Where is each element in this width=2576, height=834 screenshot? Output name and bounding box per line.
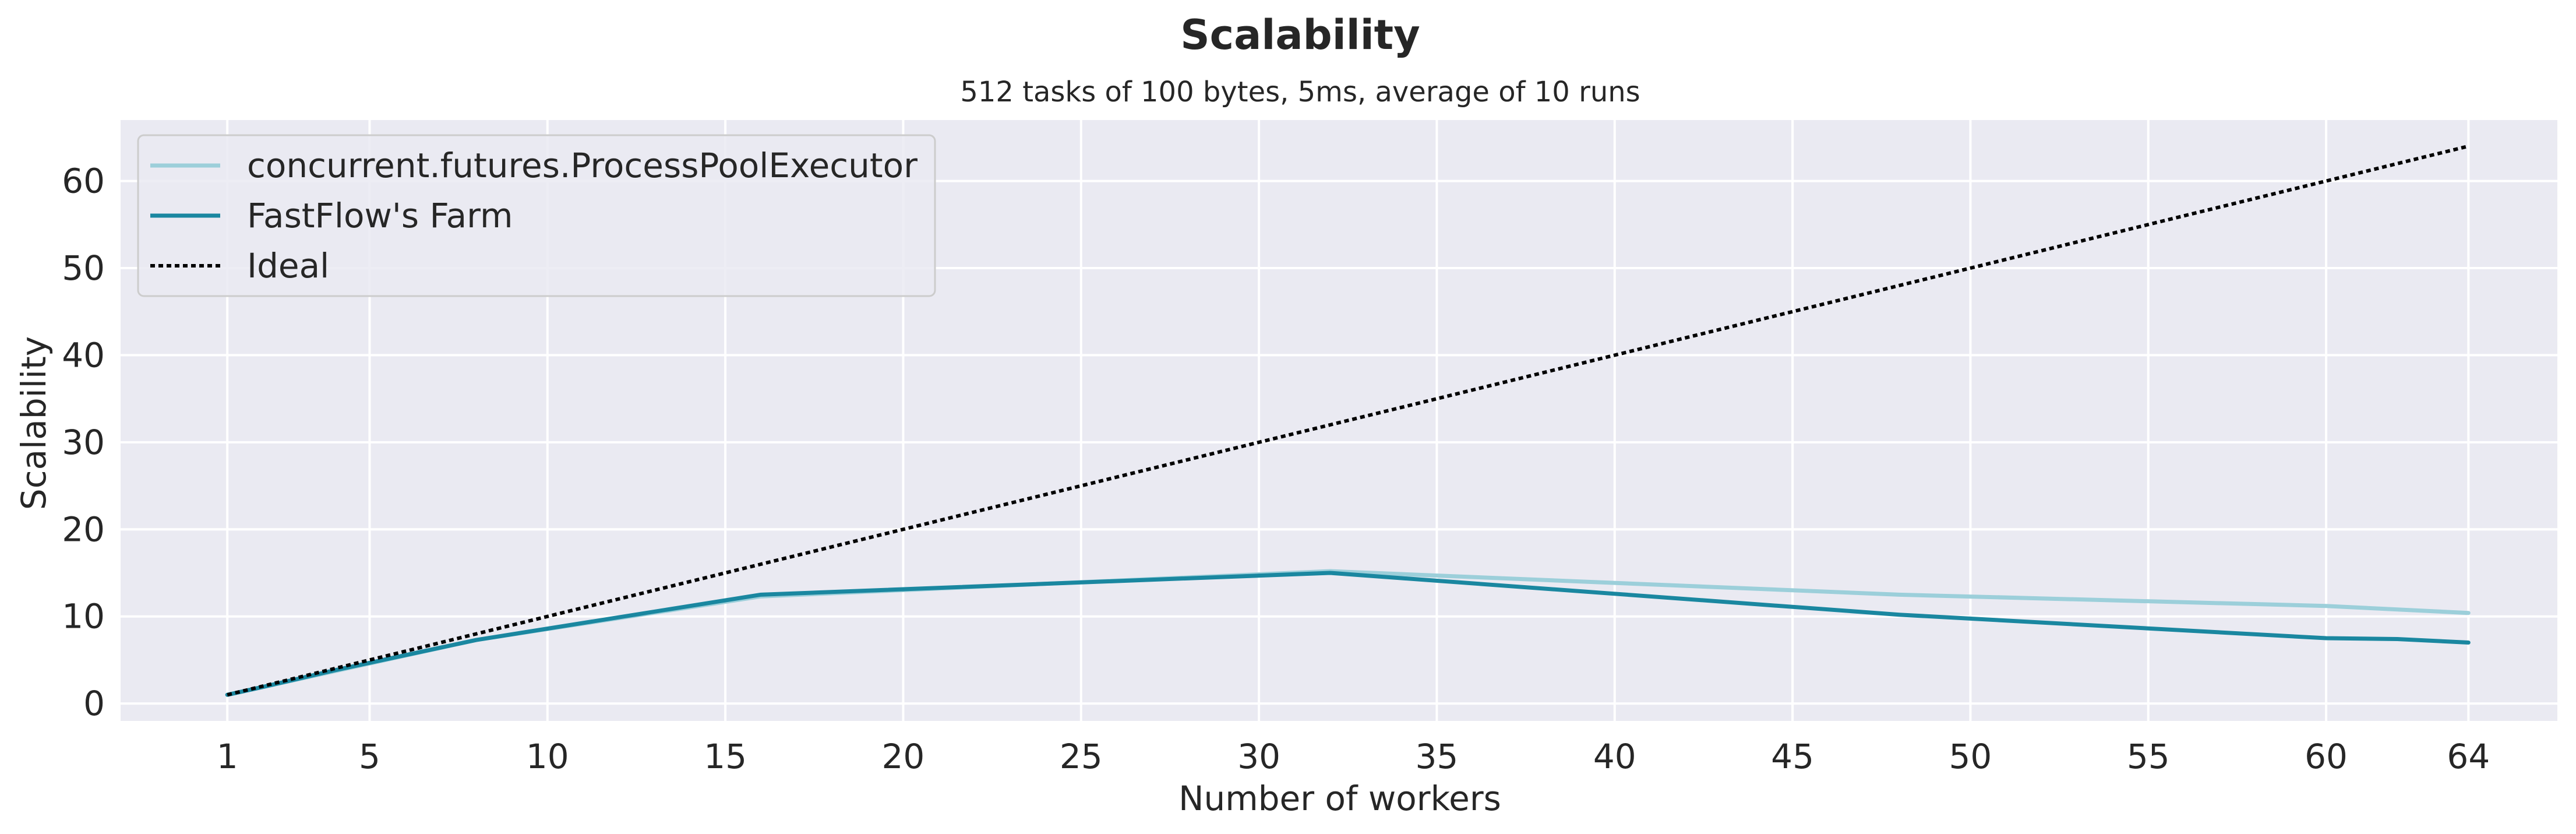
y-tick-label: 10	[62, 597, 105, 636]
y-tick-label: 20	[62, 509, 105, 549]
x-tick-labels: 1 5 10 15 20 25 30 35 40 45 50 55 60 64	[217, 737, 2490, 776]
legend-box	[137, 134, 936, 297]
series-layer	[225, 144, 2471, 697]
x-tick-label: 35	[1416, 737, 1459, 776]
y-tick-label: 40	[62, 335, 105, 375]
y-tick-label: 50	[62, 248, 105, 288]
y-tick-label: 60	[62, 161, 105, 201]
legend-label: Ideal	[247, 246, 329, 286]
y-tick-label: 0	[83, 684, 105, 723]
x-tick-label: 30	[1237, 737, 1280, 776]
x-tick-label: 40	[1593, 737, 1636, 776]
series-line-ideal	[227, 144, 2469, 697]
x-tick-label: 64	[2447, 737, 2490, 776]
y-axis-label: Scalability	[14, 336, 54, 510]
legend: concurrent.futures.ProcessPoolExecutor Fa…	[137, 134, 936, 297]
x-tick-label: 55	[2127, 737, 2170, 776]
x-tick-label: 20	[882, 737, 925, 776]
legend-label: concurrent.futures.ProcessPoolExecutor	[247, 146, 918, 185]
x-tick-label: 10	[526, 737, 569, 776]
x-tick-label: 25	[1060, 737, 1103, 776]
legend-label: FastFlow's Farm	[247, 196, 513, 235]
x-tick-label: 15	[704, 737, 747, 776]
series-line-fastflow-s-farm	[225, 571, 2471, 697]
x-tick-label: 1	[217, 737, 238, 776]
chart-subtitle: 512 tasks of 100 bytes, 5ms, average of …	[960, 76, 1640, 108]
x-tick-label: 50	[1949, 737, 1992, 776]
y-tick-labels: 0 10 20 30 40 50 60	[62, 161, 105, 724]
x-tick-label: 45	[1771, 737, 1814, 776]
x-tick-label: 60	[2305, 737, 2348, 776]
y-tick-label: 30	[62, 423, 105, 462]
x-tick-label: 5	[359, 737, 380, 776]
chart-title: Scalability	[1180, 11, 1420, 59]
x-axis-label: Number of workers	[1178, 779, 1501, 818]
